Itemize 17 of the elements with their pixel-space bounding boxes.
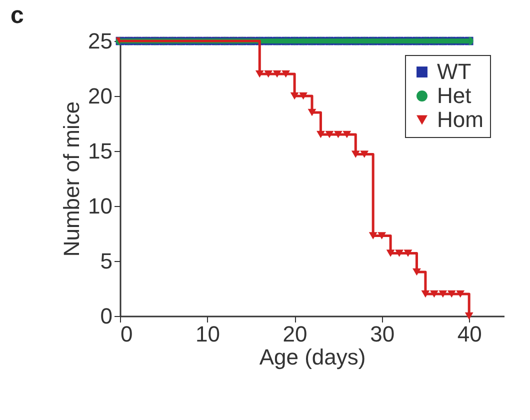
y-tick-label: 5 (100, 248, 112, 274)
chart-title: c (10, 2, 24, 29)
x-tick-label: 20 (282, 322, 308, 346)
y-axis-title: Number of mice (59, 101, 84, 257)
x-tick-label: 40 (457, 322, 482, 346)
y-tick-label: 15 (88, 138, 112, 164)
x-axis-title: Age (days) (259, 344, 366, 370)
x-tick-label: 30 (370, 322, 395, 346)
y-tick-label: 25 (88, 28, 112, 54)
legend-label: Het (437, 83, 472, 108)
y-tick-label: 20 (88, 84, 112, 108)
y-tick-label: 10 (88, 194, 112, 218)
x-tick-label: 0 (120, 322, 133, 346)
legend-label: Hom (437, 107, 484, 132)
y-tick-label: 0 (100, 304, 112, 328)
x-tick-label: 10 (196, 322, 220, 346)
legend-label: WT (437, 59, 472, 84)
